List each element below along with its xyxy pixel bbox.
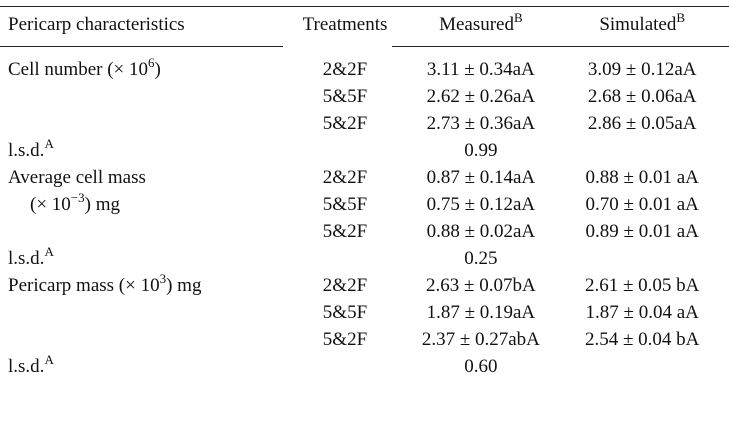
table-row: 5&2F 2.73 ± 0.36aA 2.86 ± 0.05aA [0,110,729,137]
table-row: 5&5F 2.62 ± 0.26aA 2.68 ± 0.06aA [0,83,729,110]
header-measured-label: Measured [439,14,514,35]
table-row: Average cell mass 2&2F 0.87 ± 0.14aA 0.8… [0,164,729,191]
measured-cell: 1.87 ± 0.19aA [426,301,536,323]
row-label-average-cell-mass: Average cell mass [8,166,146,188]
measured-cell: 2.63 ± 0.07bA [426,274,536,296]
header-treatments: Treatments [302,14,388,35]
measured-cell: 0.75 ± 0.12aA [426,193,536,215]
header-pericarp-characteristics: Pericarp characteristics [8,14,185,35]
label-text: (× 10 [30,193,71,215]
header-rule-col1 [0,46,283,47]
treatment-cell: 2&2F [322,274,368,296]
simulated-cell: 0.89 ± 0.01 aA [585,220,699,242]
label-text: Cell number (× 10 [8,58,148,80]
treatment-cell: 2&2F [322,58,368,80]
measured-cell: 2.62 ± 0.26aA [426,85,536,107]
treatment-cell: 5&5F [322,193,368,215]
lsd-label-text: l.s.d. [8,247,45,269]
header-simulated: SimulatedB [563,8,729,42]
lsd-label-text: l.s.d. [8,355,45,377]
header-measured: MeasuredB [398,8,563,42]
label-tail: ) mg [166,274,202,296]
treatment-cell: 2&2F [322,166,368,188]
label-sup: 6 [148,54,155,70]
lsd-row: l.s.d.A 0.60 [0,353,729,380]
lsd-label-sup: A [44,351,54,367]
table-top-rule [0,6,729,7]
measured-cell: 2.73 ± 0.36aA [426,112,536,134]
simulated-cell: 3.09 ± 0.12aA [587,58,697,80]
simulated-cell: 0.88 ± 0.01 aA [585,166,699,188]
lsd-label: l.s.d.A [0,137,292,164]
lsd-row: l.s.d.A 0.25 [0,245,729,272]
label-tail: ) [154,58,161,80]
table-row: (× 10−3) mg 5&5F 0.75 ± 0.12aA 0.70 ± 0.… [0,191,729,218]
table-row: Pericarp mass (× 103) mg 2&2F 2.63 ± 0.0… [0,272,729,299]
treatment-cell: 5&5F [322,85,368,107]
pericarp-table: Pericarp characteristics Treatments Meas… [0,8,729,380]
label-text: Pericarp mass (× 10 [8,274,160,296]
lsd-value: 0.60 [464,355,498,377]
header-measured-sup: B [513,10,523,25]
lsd-label-sup: A [44,243,54,259]
measured-cell: 2.37 ± 0.27abA [421,328,540,350]
label-tail: ) mg [84,193,120,215]
lsd-row: l.s.d.A 0.99 [0,137,729,164]
lsd-label-sup: A [44,135,54,151]
treatment-cell: 5&2F [322,220,368,242]
lsd-label: l.s.d.A [0,353,292,380]
lsd-value: 0.99 [464,139,498,161]
row-label-cell-number: Cell number (× 106) [0,42,292,83]
table-header-row: Pericarp characteristics Treatments Meas… [0,8,729,42]
label-sup: 3 [159,270,167,286]
table-row: 5&2F 2.37 ± 0.27abA 2.54 ± 0.04 bA [0,326,729,353]
simulated-cell: 2.61 ± 0.05 bA [584,274,700,296]
measured-cell: 0.88 ± 0.02aA [426,220,536,242]
header-rule-col34 [392,46,729,47]
simulated-cell: 2.68 ± 0.06aA [587,85,697,107]
measured-cell: 0.87 ± 0.14aA [426,166,536,188]
treatment-cell: 5&2F [322,328,368,350]
row-label-pericarp-mass: Pericarp mass (× 103) mg [0,272,292,299]
header-simulated-sup: B [676,10,686,25]
lsd-value: 0.25 [464,247,498,269]
simulated-cell: 2.54 ± 0.04 bA [584,328,700,350]
header-simulated-label: Simulated [599,14,677,35]
lsd-label-text: l.s.d. [8,139,45,161]
treatment-cell: 5&2F [322,112,368,134]
measured-cell: 3.11 ± 0.34aA [426,58,535,80]
table-row: 5&5F 1.87 ± 0.19aA 1.87 ± 0.04 aA [0,299,729,326]
table-row: 5&2F 0.88 ± 0.02aA 0.89 ± 0.01 aA [0,218,729,245]
lsd-label: l.s.d.A [0,245,292,272]
simulated-cell: 2.86 ± 0.05aA [587,112,697,134]
simulated-cell: 1.87 ± 0.04 aA [585,301,699,323]
row-label-average-cell-mass-unit: (× 10−3) mg [0,191,292,218]
table-row: Cell number (× 106) 2&2F 3.11 ± 0.34aA 3… [0,42,729,83]
simulated-cell: 0.70 ± 0.01 aA [585,193,699,215]
treatment-cell: 5&5F [322,301,368,323]
label-sup: −3 [70,189,85,205]
